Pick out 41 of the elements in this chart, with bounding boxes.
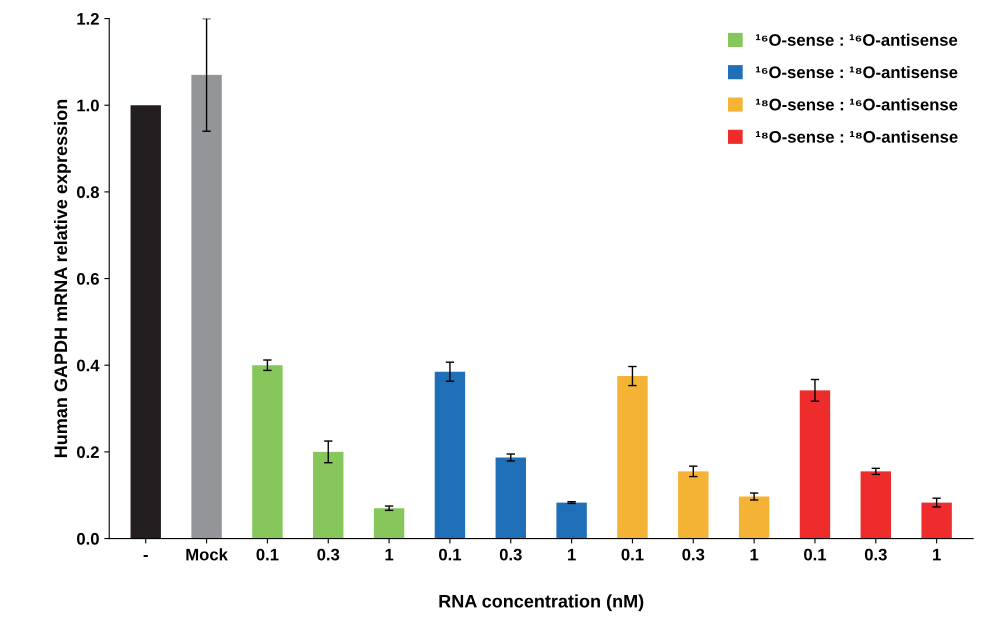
y-tick-label: 0.8 [77, 186, 99, 198]
bar [191, 74, 222, 539]
x-tick-label: Mock [186, 548, 228, 560]
x-tick-label: 1 [750, 548, 758, 560]
x-tick-label: 0.3 [864, 548, 887, 561]
bar [860, 471, 892, 539]
y-axis-title: Human GAPDH mRNA relative expression [54, 100, 71, 458]
y-tick-label: 1.2 [77, 12, 99, 25]
legend-label: ¹⁶O-sense : ¹⁸O-antisense [756, 66, 958, 78]
bar [496, 458, 526, 539]
x-tick-label: 0.3 [317, 548, 340, 561]
bar [313, 452, 344, 539]
x-axis-title: RNA concentration (nM) [439, 594, 644, 612]
bar [921, 502, 952, 539]
bar [556, 502, 587, 539]
x-tick-label: 1 [568, 548, 576, 560]
bar [617, 376, 648, 539]
x-tick-label: 0.1 [439, 548, 462, 560]
y-tick-label: 0.6 [77, 272, 99, 285]
x-tick-label: 0.3 [500, 548, 522, 561]
bar [374, 508, 404, 539]
bar [678, 471, 708, 539]
bar [130, 105, 161, 539]
bar [252, 365, 283, 539]
x-tick-label: 0.1 [256, 548, 279, 560]
y-tick-label: 0.2 [77, 446, 99, 458]
x-tick-label: 0.1 [804, 548, 826, 560]
legend-label: ¹⁸O-sense : ¹⁸O-antisense [756, 130, 958, 143]
legend-label: ¹⁶O-sense : ¹⁶O-antisense [756, 34, 958, 46]
y-tick-label: 1.0 [77, 100, 99, 112]
x-tick-label: 0.3 [682, 548, 704, 561]
y-tick-label: 0.4 [77, 360, 100, 372]
legend-label: ¹⁸O-sense : ¹⁶O-antisense [756, 98, 958, 110]
bar [800, 390, 830, 539]
x-tick-label: 0.1 [622, 548, 644, 560]
x-tick-label: 1 [386, 548, 394, 560]
bar [738, 496, 770, 539]
x-tick-label: - [144, 555, 148, 557]
x-tick-label: 1 [933, 548, 941, 560]
y-tick-label: 0.0 [77, 532, 99, 545]
bar [434, 372, 466, 539]
